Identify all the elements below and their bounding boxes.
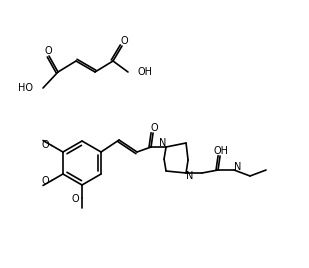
- Text: HO: HO: [18, 83, 33, 93]
- Text: O: O: [150, 123, 158, 133]
- Text: N: N: [186, 171, 194, 181]
- Text: O: O: [71, 194, 79, 204]
- Text: O: O: [41, 176, 49, 185]
- Text: O: O: [41, 140, 49, 151]
- Text: OH: OH: [138, 67, 153, 77]
- Text: O: O: [44, 46, 52, 56]
- Text: O: O: [120, 36, 128, 46]
- Text: N: N: [159, 138, 167, 148]
- Text: N: N: [234, 162, 242, 172]
- Text: OH: OH: [214, 146, 229, 156]
